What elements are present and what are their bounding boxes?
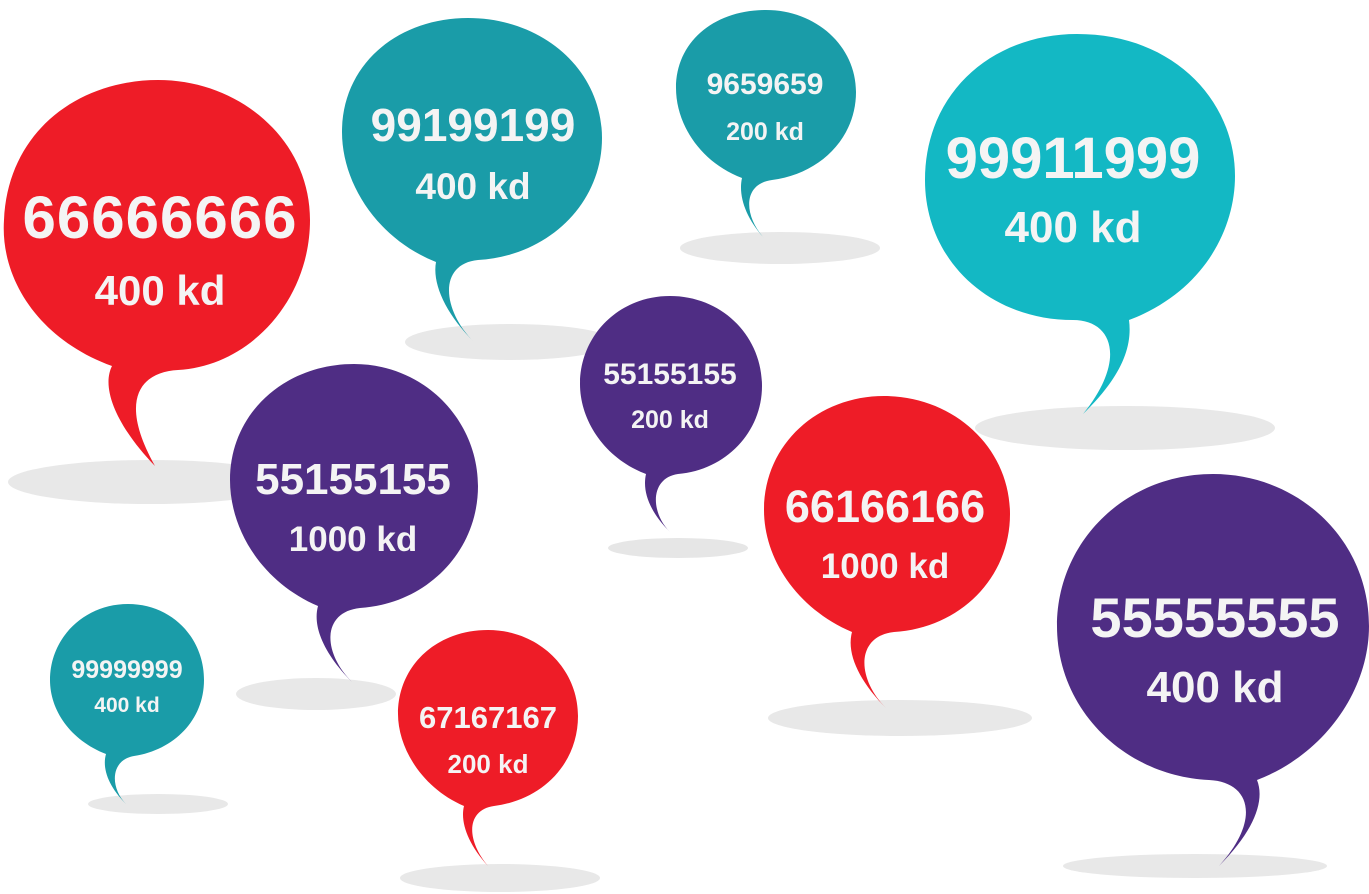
- price: 400 kd: [1004, 203, 1142, 252]
- speech-bubble-shape: [230, 364, 478, 710]
- price-bubble: 66666666 400 kd: [0, 70, 320, 510]
- bubble-label: 55155155 1000 kd: [226, 455, 480, 559]
- speech-bubble-shape: [398, 630, 600, 892]
- speech-bubble-shape: [3, 80, 310, 504]
- price-bubble: 67167167 200 kd: [396, 626, 606, 894]
- price-bubble: 99199199 400 kd: [338, 14, 615, 364]
- price-bubble: 99999999 400 kd: [46, 600, 230, 818]
- price-bubble: 55555555 400 kd: [1055, 470, 1369, 880]
- price: 1000 kd: [288, 520, 418, 559]
- price-bubble: 9659659 200 kd: [672, 6, 882, 268]
- price-bubble: 55155155 1000 kd: [226, 360, 486, 715]
- phone-number: 9659659: [706, 68, 824, 101]
- phone-number: 99199199: [370, 99, 576, 151]
- bubble-label: 55555555 400 kd: [1055, 590, 1369, 710]
- price: 200 kd: [447, 749, 529, 779]
- phone-number: 99999999: [71, 656, 183, 684]
- bubble-label: 66666666 400 kd: [0, 188, 320, 312]
- bubble-label: 99199199 400 kd: [338, 102, 608, 205]
- price-bubble: 66166166 1000 kd: [760, 392, 1040, 740]
- speech-bubble-shape: [764, 396, 1032, 736]
- price: 200 kd: [631, 406, 709, 434]
- speech-bubble-shape: [580, 296, 762, 558]
- price: 400 kd: [94, 267, 226, 314]
- price: 400 kd: [94, 694, 160, 717]
- phone-number: 66166166: [784, 481, 986, 532]
- phone-number: 55155155: [255, 455, 451, 504]
- speech-bubble-shape: [50, 604, 228, 814]
- bubble-label: 99911999 400 kd: [913, 130, 1233, 250]
- speech-bubble-shape: [342, 18, 615, 360]
- phone-number: 55155155: [603, 358, 737, 391]
- bubble-label: 99999999 400 kd: [46, 656, 208, 717]
- phone-number: 99911999: [945, 126, 1201, 191]
- bubble-label: 66166166 1000 kd: [760, 484, 1010, 584]
- price: 1000 kd: [820, 547, 950, 586]
- price: 400 kd: [415, 166, 531, 207]
- bubble-label: 55155155 200 kd: [576, 360, 764, 433]
- phone-number: 66666666: [22, 184, 298, 251]
- price: 400 kd: [1146, 663, 1284, 712]
- phone-number: 67167167: [419, 700, 557, 735]
- speech-bubble-shape: [925, 34, 1275, 450]
- bubble-label: 9659659 200 kd: [672, 70, 858, 145]
- price-bubble: 99911999 400 kd: [913, 30, 1275, 455]
- price: 200 kd: [726, 118, 804, 146]
- speech-bubble-shape: [1057, 474, 1369, 878]
- price-bubble: 55155155 200 kd: [576, 292, 762, 560]
- speech-bubble-shape: [676, 10, 880, 264]
- phone-number: 55555555: [1090, 586, 1340, 649]
- bubble-label: 67167167 200 kd: [396, 702, 580, 777]
